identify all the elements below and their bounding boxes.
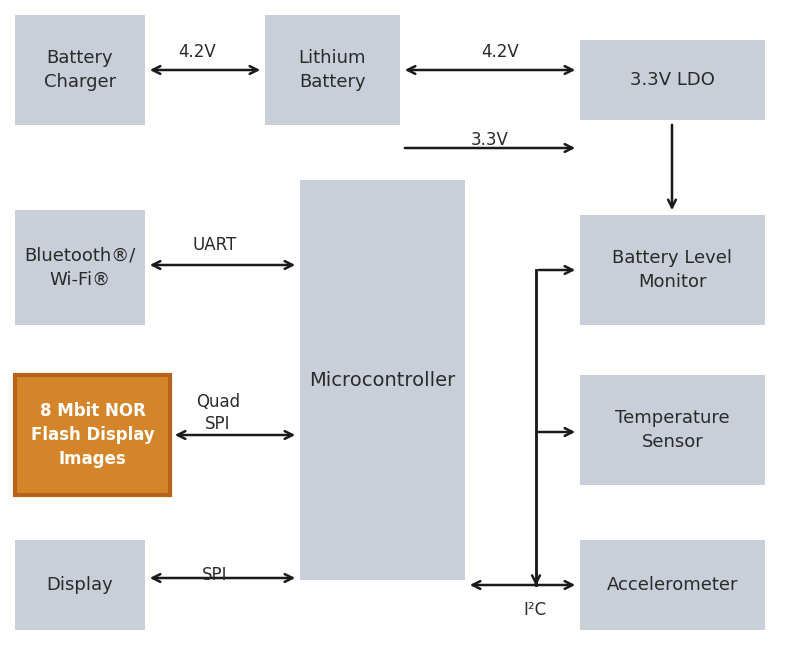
Bar: [15, 210, 145, 325]
Text: Display: Display: [46, 576, 114, 594]
Text: Battery
Charger: Battery Charger: [44, 49, 116, 91]
Text: 8 Mbit NOR
Flash Display
Images: 8 Mbit NOR Flash Display Images: [30, 402, 154, 467]
Bar: [265, 15, 400, 125]
Text: 3.3V: 3.3V: [471, 131, 509, 149]
Text: Lithium
Battery: Lithium Battery: [298, 49, 366, 91]
Bar: [580, 540, 765, 630]
Text: Quad
SPI: Quad SPI: [196, 393, 240, 433]
Bar: [300, 180, 465, 580]
Text: Accelerometer: Accelerometer: [606, 576, 738, 594]
Text: I²C: I²C: [523, 601, 546, 619]
Text: 3.3V LDO: 3.3V LDO: [630, 71, 715, 89]
Bar: [15, 15, 145, 125]
Text: SPI: SPI: [202, 566, 228, 584]
Text: Battery Level
Monitor: Battery Level Monitor: [613, 249, 733, 291]
Text: Temperature
Sensor: Temperature Sensor: [615, 410, 730, 451]
Bar: [580, 40, 765, 120]
Bar: [580, 375, 765, 485]
Text: 4.2V: 4.2V: [178, 43, 216, 61]
Text: 4.2V: 4.2V: [481, 43, 519, 61]
Text: Microcontroller: Microcontroller: [310, 370, 456, 389]
Bar: [15, 540, 145, 630]
Text: UART: UART: [193, 236, 237, 254]
Bar: [15, 375, 170, 495]
Bar: [580, 215, 765, 325]
Text: Bluetooth®/
Wi-Fi®: Bluetooth®/ Wi-Fi®: [24, 247, 136, 289]
